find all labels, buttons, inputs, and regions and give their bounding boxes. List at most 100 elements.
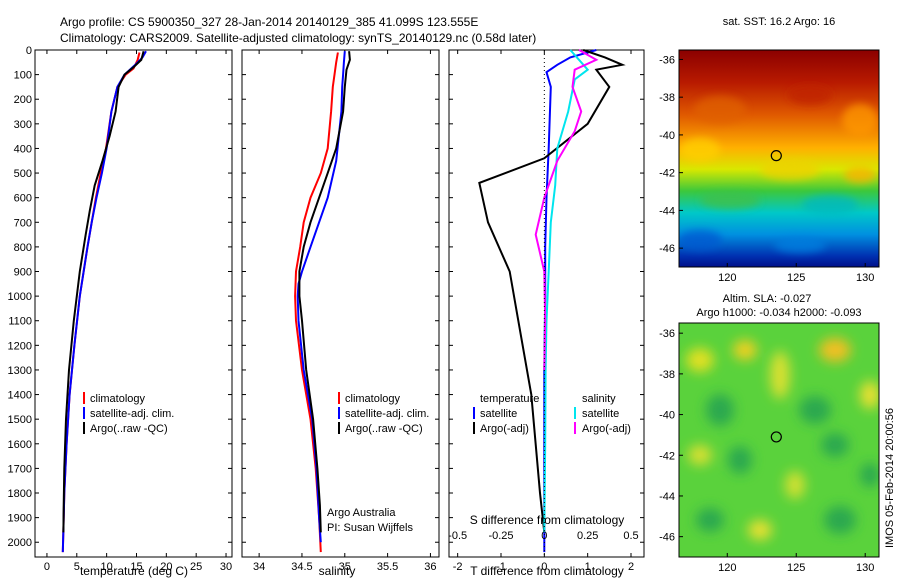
x-tick-label: 20 — [160, 561, 172, 573]
legend-label-t-argo: Argo(-adj) — [480, 423, 529, 435]
difference-xlabel-top: S difference from climatology — [470, 513, 625, 527]
y-tick-label: -42 — [659, 168, 675, 180]
y-tick-label: -42 — [659, 450, 675, 462]
sla-map-subtitle: Argo h1000: -0.034 h2000: -0.093 — [696, 307, 861, 319]
difference-plot: -2 -1 0 1 2 -0.5 -0.25 0 0.25 0.5 — [448, 49, 644, 573]
x-tick-label: 36 — [424, 561, 436, 573]
salinity-legend: climatology satellite-adj. clim. Argo(..… — [327, 392, 429, 534]
difference-legend: temperature satellite Argo(-adj) salinit… — [473, 393, 631, 435]
series-line-argo-raw-qc- — [62, 50, 145, 533]
annotation-pi: PI: Susan Wijffels — [327, 522, 413, 534]
y-tick-label: -36 — [659, 328, 675, 340]
x-tick-label: 125 — [787, 272, 805, 284]
x-tick-label: 125 — [787, 562, 805, 574]
series-line-satellite — [543, 49, 590, 533]
y-tick-label: 100 — [14, 70, 32, 82]
x-tick-label: 34 — [253, 561, 265, 573]
legend-label-t-satellite: satellite — [480, 408, 517, 420]
x-tick-label: 34.5 — [291, 561, 312, 573]
x-tick-label: 35.5 — [377, 561, 398, 573]
sst-map-axes: 120 125 130 -36 -38 -40 -42 -44 -46 — [659, 54, 874, 284]
argo-location-marker — [770, 431, 782, 443]
y-tick-label: 600 — [14, 193, 32, 205]
y-tick-label: -40 — [659, 130, 675, 142]
y-tick-label: 800 — [14, 242, 32, 254]
series-line-argo-raw-qc- — [298, 51, 351, 533]
s-tick-label: -0.5 — [448, 530, 467, 542]
y-tick-label: -46 — [659, 243, 675, 255]
sla-map-image — [679, 323, 879, 557]
legend-label-s-argo: Argo(-adj) — [582, 423, 631, 435]
y-tick-label: 1700 — [8, 463, 32, 475]
series-line-satellite — [543, 49, 597, 553]
s-tick-label: 0.5 — [623, 530, 638, 542]
y-tick-label: 0 — [26, 45, 32, 57]
header-line-1: Argo profile: CS 5900350_327 28-Jan-2014… — [60, 15, 478, 29]
y-tick-label: 1900 — [8, 513, 32, 525]
legend-label-s-satellite: satellite — [582, 408, 619, 420]
y-tick-label: 400 — [14, 143, 32, 155]
x-tick-label: 15 — [130, 561, 142, 573]
y-tick-label: 1100 — [8, 316, 32, 328]
y-tick-label: 2000 — [8, 537, 32, 549]
sla-map-axes: 120 125 130 -36 -38 -40 -42 -44 -46 — [659, 328, 874, 574]
difference-xlabel: T difference from climatology — [470, 564, 624, 578]
temperature-plot: 0 5 10 15 20 25 300100200300400500600700800900… — [8, 45, 233, 573]
y-tick-label: -38 — [659, 369, 675, 381]
temperature-legend: climatology satellite-adj. clim. Argo(..… — [83, 392, 174, 435]
salinity-xlabel: salinity — [319, 564, 356, 578]
x-tick-label: 2 — [628, 561, 634, 573]
legend-label-satellite: satellite-adj. clim. — [345, 408, 429, 420]
sst-map-image — [679, 50, 879, 267]
legend-label-climatology: climatology — [90, 393, 146, 405]
series-line-argo-adj- — [534, 49, 599, 371]
series-line-climatology — [61, 52, 141, 553]
y-tick-label: 500 — [14, 168, 32, 180]
legend-title-temperature: temperature — [480, 393, 539, 405]
sst-map-title: sat. SST: 16.2 Argo: 16 — [723, 16, 836, 28]
argo-location-marker — [770, 150, 782, 162]
y-tick-label: 900 — [14, 267, 32, 279]
series-line-climatology — [294, 52, 339, 553]
annotation-argo-australia: Argo Australia — [327, 507, 396, 519]
temperature-panel-frame — [34, 49, 233, 558]
temperature-xlabel: temperature (deg C) — [80, 564, 188, 578]
legend-label-argo: Argo(..raw -QC) — [90, 423, 168, 435]
legend-title-salinity: salinity — [582, 393, 616, 405]
sla-map-frame — [678, 322, 880, 558]
x-tick-label: 1 — [585, 561, 591, 573]
side-stamp: IMOS 05-Feb-2014 20:00:56 — [884, 408, 896, 548]
y-tick-label: -38 — [659, 92, 675, 104]
legend-label-satellite: satellite-adj. clim. — [90, 408, 174, 420]
x-tick-label: 5 — [74, 561, 80, 573]
series-line-argo-adj- — [478, 49, 626, 533]
header-line-2: Climatology: CARS2009. Satellite-adjuste… — [60, 31, 536, 45]
y-tick-label: 1800 — [8, 488, 32, 500]
x-tick-label: 130 — [856, 272, 874, 284]
y-tick-label: 200 — [14, 94, 32, 106]
y-tick-label: 700 — [14, 217, 32, 229]
y-tick-label: -44 — [659, 491, 675, 503]
y-tick-label: 1300 — [8, 365, 32, 377]
x-tick-label: 30 — [220, 561, 232, 573]
legend-label-climatology: climatology — [345, 393, 401, 405]
legend-label-argo: Argo(..raw -QC) — [345, 423, 423, 435]
salinity-panel-frame — [241, 49, 440, 558]
y-tick-label: 300 — [14, 119, 32, 131]
series-line-satellite-adj-clim- — [296, 51, 346, 543]
difference-panel-frame — [448, 49, 645, 558]
y-tick-label: 1000 — [8, 291, 32, 303]
y-tick-label: 1400 — [8, 390, 32, 402]
x-tick-label: 0 — [44, 561, 50, 573]
y-tick-label: 1200 — [8, 340, 32, 352]
s-tick-label: 0.25 — [577, 530, 598, 542]
x-tick-label: 130 — [856, 562, 874, 574]
salinity-plot: 34 34.5 35 35.5 36 — [242, 49, 439, 573]
sla-map-title: Altim. SLA: -0.027 — [723, 293, 812, 305]
x-tick-label: 35 — [339, 561, 351, 573]
x-tick-label: -2 — [453, 561, 463, 573]
x-tick-label: 120 — [718, 272, 736, 284]
y-tick-label: -46 — [659, 532, 675, 544]
y-tick-label: -44 — [659, 205, 675, 217]
